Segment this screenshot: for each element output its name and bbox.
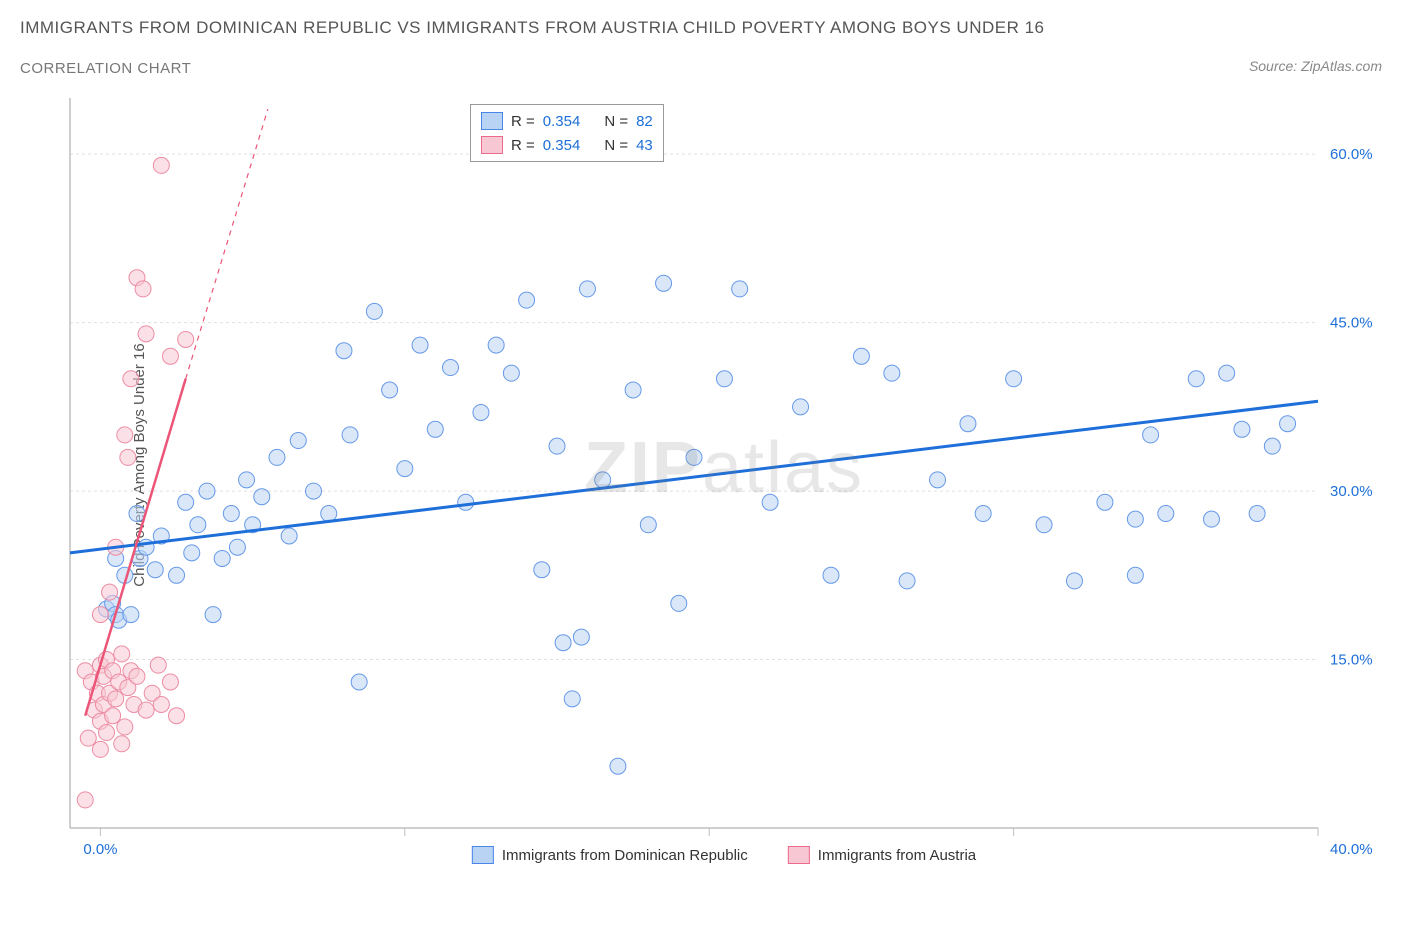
legend-row: R = 0.354 N = 43	[481, 133, 653, 157]
svg-text:30.0%: 30.0%	[1330, 483, 1373, 500]
legend-item: Immigrants from Austria	[788, 846, 976, 864]
n-label: N =	[604, 113, 628, 130]
n-label: N =	[604, 137, 628, 154]
chart-subtitle: CORRELATION CHART	[20, 60, 191, 77]
chart-title: IMMIGRANTS FROM DOMINICAN REPUBLIC VS IM…	[20, 18, 1045, 38]
svg-text:0.0%: 0.0%	[83, 841, 117, 858]
r-value: 0.354	[543, 113, 581, 130]
r-label: R =	[511, 137, 535, 154]
legend-item: Immigrants from Dominican Republic	[472, 846, 748, 864]
svg-text:45.0%: 45.0%	[1330, 315, 1373, 332]
r-value: 0.354	[543, 137, 581, 154]
legend-swatch-pink	[788, 846, 810, 864]
n-value: 82	[636, 113, 653, 130]
svg-text:60.0%: 60.0%	[1330, 146, 1373, 163]
correlation-legend: R = 0.354 N = 82 R = 0.354 N = 43	[470, 104, 664, 162]
scatter-chart: 15.0% 30.0% 45.0% 60.0% 0.0% 40.0%	[60, 98, 1388, 868]
svg-text:15.0%: 15.0%	[1330, 652, 1373, 669]
legend-row: R = 0.354 N = 82	[481, 109, 653, 133]
chart-area: 15.0%30.0%45.0%60.0%0.0%40.0% ZIPatlas R…	[60, 98, 1388, 868]
r-label: R =	[511, 113, 535, 130]
n-value: 43	[636, 137, 653, 154]
svg-text:40.0%: 40.0%	[1330, 841, 1373, 858]
source-attribution: Source: ZipAtlas.com	[1249, 58, 1382, 74]
legend-swatch-blue	[481, 112, 503, 130]
legend-swatch-pink	[481, 136, 503, 154]
legend-label: Immigrants from Austria	[818, 847, 976, 864]
legend-label: Immigrants from Dominican Republic	[502, 847, 748, 864]
legend-swatch-blue	[472, 846, 494, 864]
series-legend: Immigrants from Dominican Republic Immig…	[472, 846, 976, 864]
